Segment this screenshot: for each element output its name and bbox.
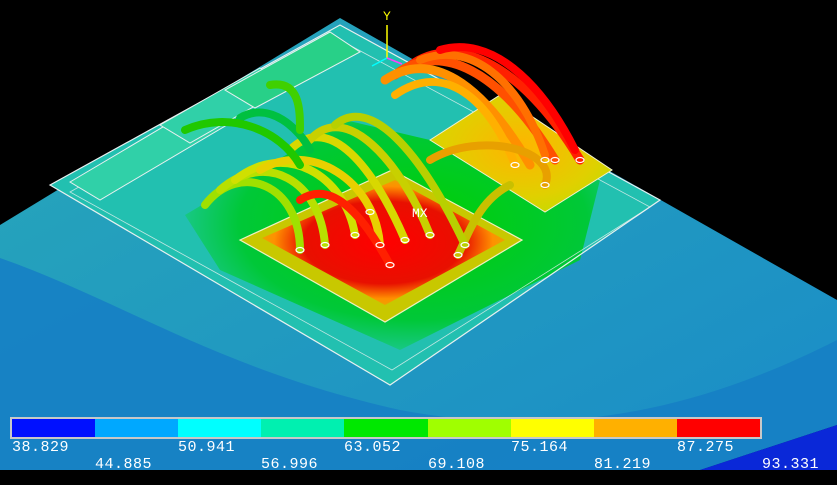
- legend-value-9: 87.275: [677, 439, 735, 456]
- axis-triad: [371, 25, 403, 67]
- legend-swatch-2: [95, 419, 179, 437]
- legend-value-1: 38.829: [12, 439, 70, 456]
- legend-value-6: 69.108: [428, 456, 486, 473]
- wire-bonds-right: [380, 43, 585, 259]
- legend-swatch-3: [178, 419, 262, 437]
- y-axis-label: Y: [383, 9, 391, 24]
- legend-value-8: 81.219: [594, 456, 652, 473]
- legend-swatch-6: [427, 419, 511, 437]
- legend-value-5: 63.052: [344, 439, 402, 456]
- color-legend: 38.829 44.885 50.941 56.996 63.052 69.10…: [0, 412, 837, 480]
- legend-color-bar: [10, 417, 762, 439]
- bond-pads: [295, 156, 585, 269]
- legend-value-10: 93.331: [762, 456, 820, 473]
- max-location-marker: MX: [412, 206, 428, 221]
- legend-swatch-1: [12, 419, 96, 437]
- legend-value-3: 50.941: [178, 439, 236, 456]
- upper-pad-3: [223, 31, 361, 109]
- legend-value-2: 44.885: [95, 456, 153, 473]
- legend-value-4: 56.996: [261, 456, 319, 473]
- legend-swatch-5: [344, 419, 428, 437]
- base-plate-corner-shade: [700, 425, 837, 470]
- legend-swatch-9: [676, 419, 760, 437]
- legend-value-7: 75.164: [511, 439, 569, 456]
- wire-bonds-left: [181, 80, 469, 269]
- legend-swatch-7: [510, 419, 594, 437]
- legend-swatch-4: [261, 419, 345, 437]
- legend-swatch-8: [593, 419, 677, 437]
